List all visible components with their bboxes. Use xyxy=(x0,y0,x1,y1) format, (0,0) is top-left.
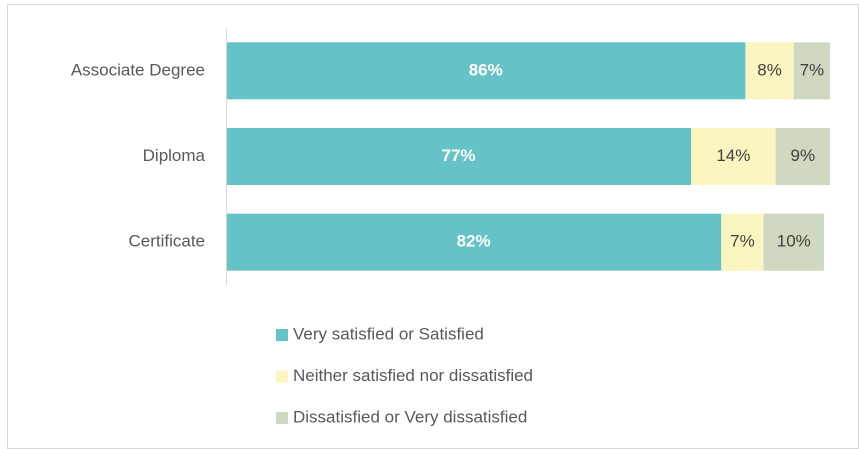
data-label: 7% xyxy=(800,60,825,79)
legend-label: Dissatisfied or Very dissatisfied xyxy=(293,407,527,426)
legend-swatch xyxy=(276,370,288,383)
y-tick-label: Associate Degree xyxy=(71,60,205,79)
bar-segment xyxy=(226,213,722,271)
bar-segment xyxy=(763,213,824,271)
bar-segment xyxy=(745,42,794,100)
bar-segment xyxy=(226,128,692,185)
bar-segment xyxy=(691,128,776,185)
data-label: 7% xyxy=(730,232,755,251)
legend-swatch xyxy=(276,412,288,424)
plot-area xyxy=(226,42,830,271)
bar-segment xyxy=(226,42,746,100)
data-label: 77% xyxy=(442,146,476,165)
data-label: 9% xyxy=(791,146,816,165)
bar-segment xyxy=(793,42,830,100)
data-label: 8% xyxy=(757,60,782,79)
bar-segment xyxy=(721,213,764,271)
data-label: 86% xyxy=(469,60,503,79)
bar-segment xyxy=(775,128,830,185)
data-label: 14% xyxy=(716,146,750,165)
data-label: 82% xyxy=(457,232,491,251)
y-tick-label: Certificate xyxy=(128,232,205,251)
data-label: 10% xyxy=(777,232,811,251)
legend-label: Neither satisfied nor dissatisfied xyxy=(293,366,533,385)
legend-swatch xyxy=(276,329,288,341)
y-tick-label: Diploma xyxy=(143,146,206,165)
legend-label: Very satisfied or Satisfied xyxy=(293,324,484,343)
